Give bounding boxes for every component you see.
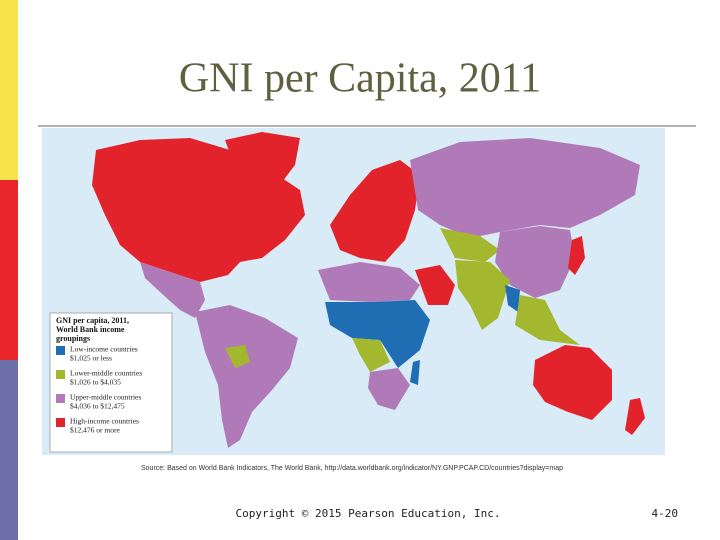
legend-title: GNI per capita, 2011,	[56, 316, 129, 325]
legend-label: Upper-middle countries	[70, 393, 141, 402]
legend-range: $4,036 to $12,475	[70, 402, 125, 411]
australia	[533, 345, 612, 420]
madagascar	[410, 360, 420, 385]
bolivia	[225, 345, 250, 368]
legend-swatch	[56, 394, 65, 403]
west-central-africa	[352, 338, 390, 372]
map: GNI per capita, 2011,World Bank incomegr…	[42, 128, 665, 455]
stripe	[0, 180, 18, 360]
south-asia	[455, 260, 510, 330]
southern-africa	[368, 368, 410, 410]
legend-box	[49, 312, 173, 453]
central-asia	[440, 228, 500, 262]
china	[495, 226, 575, 298]
southeast-asia-low	[505, 285, 520, 312]
arabia	[415, 265, 455, 305]
central-africa	[325, 300, 430, 368]
source: Source: Based on World Bank Indicators, …	[141, 465, 563, 472]
greenland	[225, 132, 300, 200]
central-america	[140, 262, 205, 318]
legend-label: Low-income countries	[70, 345, 138, 354]
legend: GNI per capita, 2011,World Bank incomegr…	[56, 316, 142, 435]
legend-swatch	[56, 370, 65, 379]
slide-title: GNI per Capita, 2011	[179, 56, 541, 102]
europe	[330, 160, 420, 262]
page-number: 4-20	[652, 507, 679, 520]
legend-range: $1,025 or less	[70, 354, 112, 363]
north-africa	[318, 262, 420, 302]
legend-label: High-income countries	[70, 417, 139, 426]
new-zealand	[625, 398, 645, 435]
legend-swatch	[56, 346, 65, 355]
stripe	[0, 360, 18, 540]
south-america	[195, 305, 298, 448]
southeast-asia	[515, 295, 580, 345]
japan	[568, 236, 585, 275]
copyright: Copyright © 2015 Pearson Education, Inc.	[236, 507, 501, 520]
legend-range: $12,476 or more	[70, 426, 120, 435]
legend-range: $1,026 to $4,035	[70, 378, 121, 387]
stripe	[0, 0, 18, 180]
russia-asia	[410, 138, 640, 238]
legend-title: groupings	[56, 334, 90, 343]
legend-title: World Bank income	[56, 325, 125, 334]
legend-swatch	[56, 418, 65, 427]
legend-label: Lower-middle countries	[70, 369, 142, 378]
